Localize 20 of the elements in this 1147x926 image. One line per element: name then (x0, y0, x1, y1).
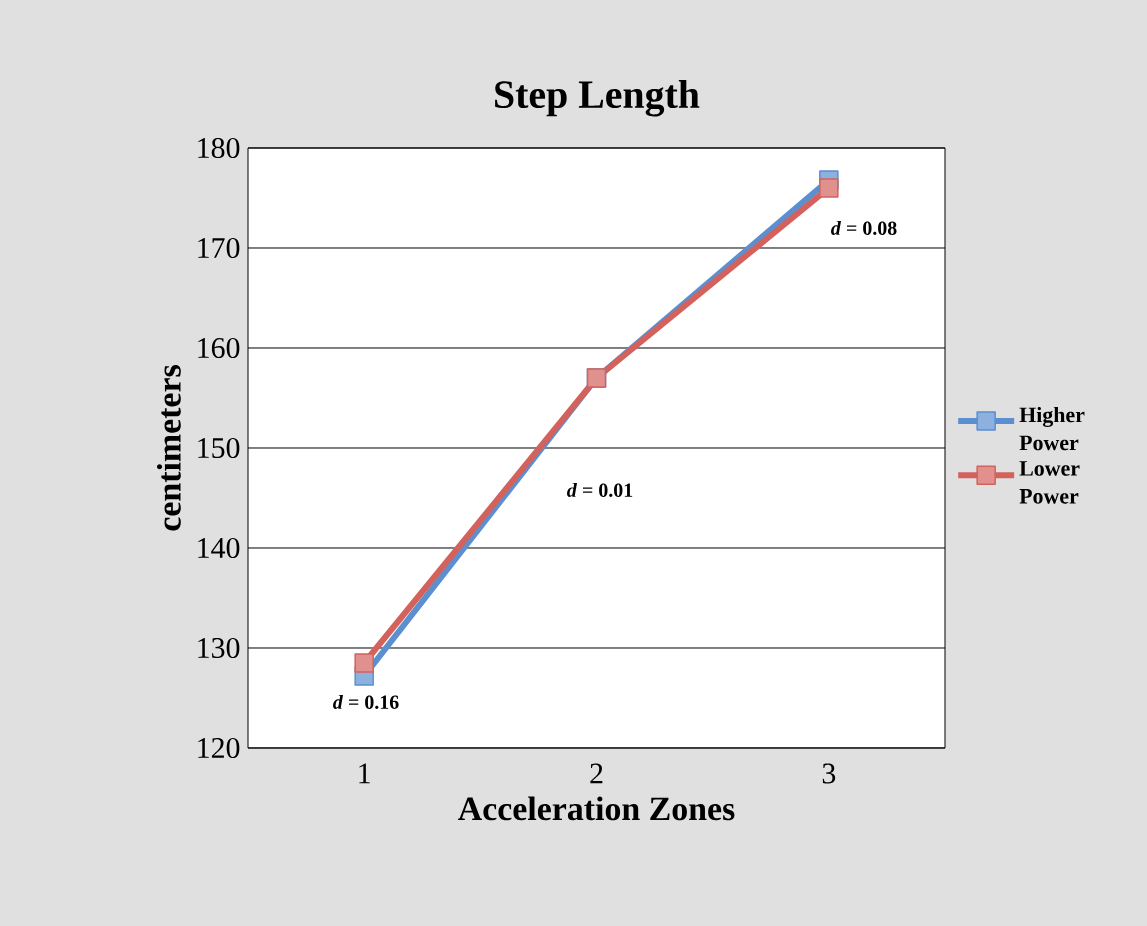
y-tick-label: 150 (198, 437, 240, 459)
x-tick-label: 1 (359, 763, 370, 784)
x-tick-label: 2 (590, 763, 603, 784)
y-axis-title: centimeters (156, 365, 181, 531)
y-tick-label: 180 (198, 137, 240, 159)
annotation: d = 0.08 (831, 220, 897, 236)
annotation: d = 0.16 (333, 694, 399, 710)
legend-label: Lower Power (1019, 461, 1080, 504)
annotation: d = 0.01 (567, 482, 633, 498)
point (819, 178, 839, 198)
chart-title: Step Length (495, 80, 700, 117)
x-axis-title: Acceleration Zones (458, 796, 735, 821)
y-tick-label: 170 (198, 237, 240, 259)
y-tick-label: 130 (198, 637, 240, 659)
y-tick-label: 140 (198, 537, 240, 559)
legend-label: Higher Power (1019, 406, 1085, 451)
x-tick-label: 3 (822, 763, 836, 784)
y-tick-label: 160 (198, 337, 240, 359)
y-tick-label: 120 (198, 737, 240, 759)
point (354, 653, 374, 673)
